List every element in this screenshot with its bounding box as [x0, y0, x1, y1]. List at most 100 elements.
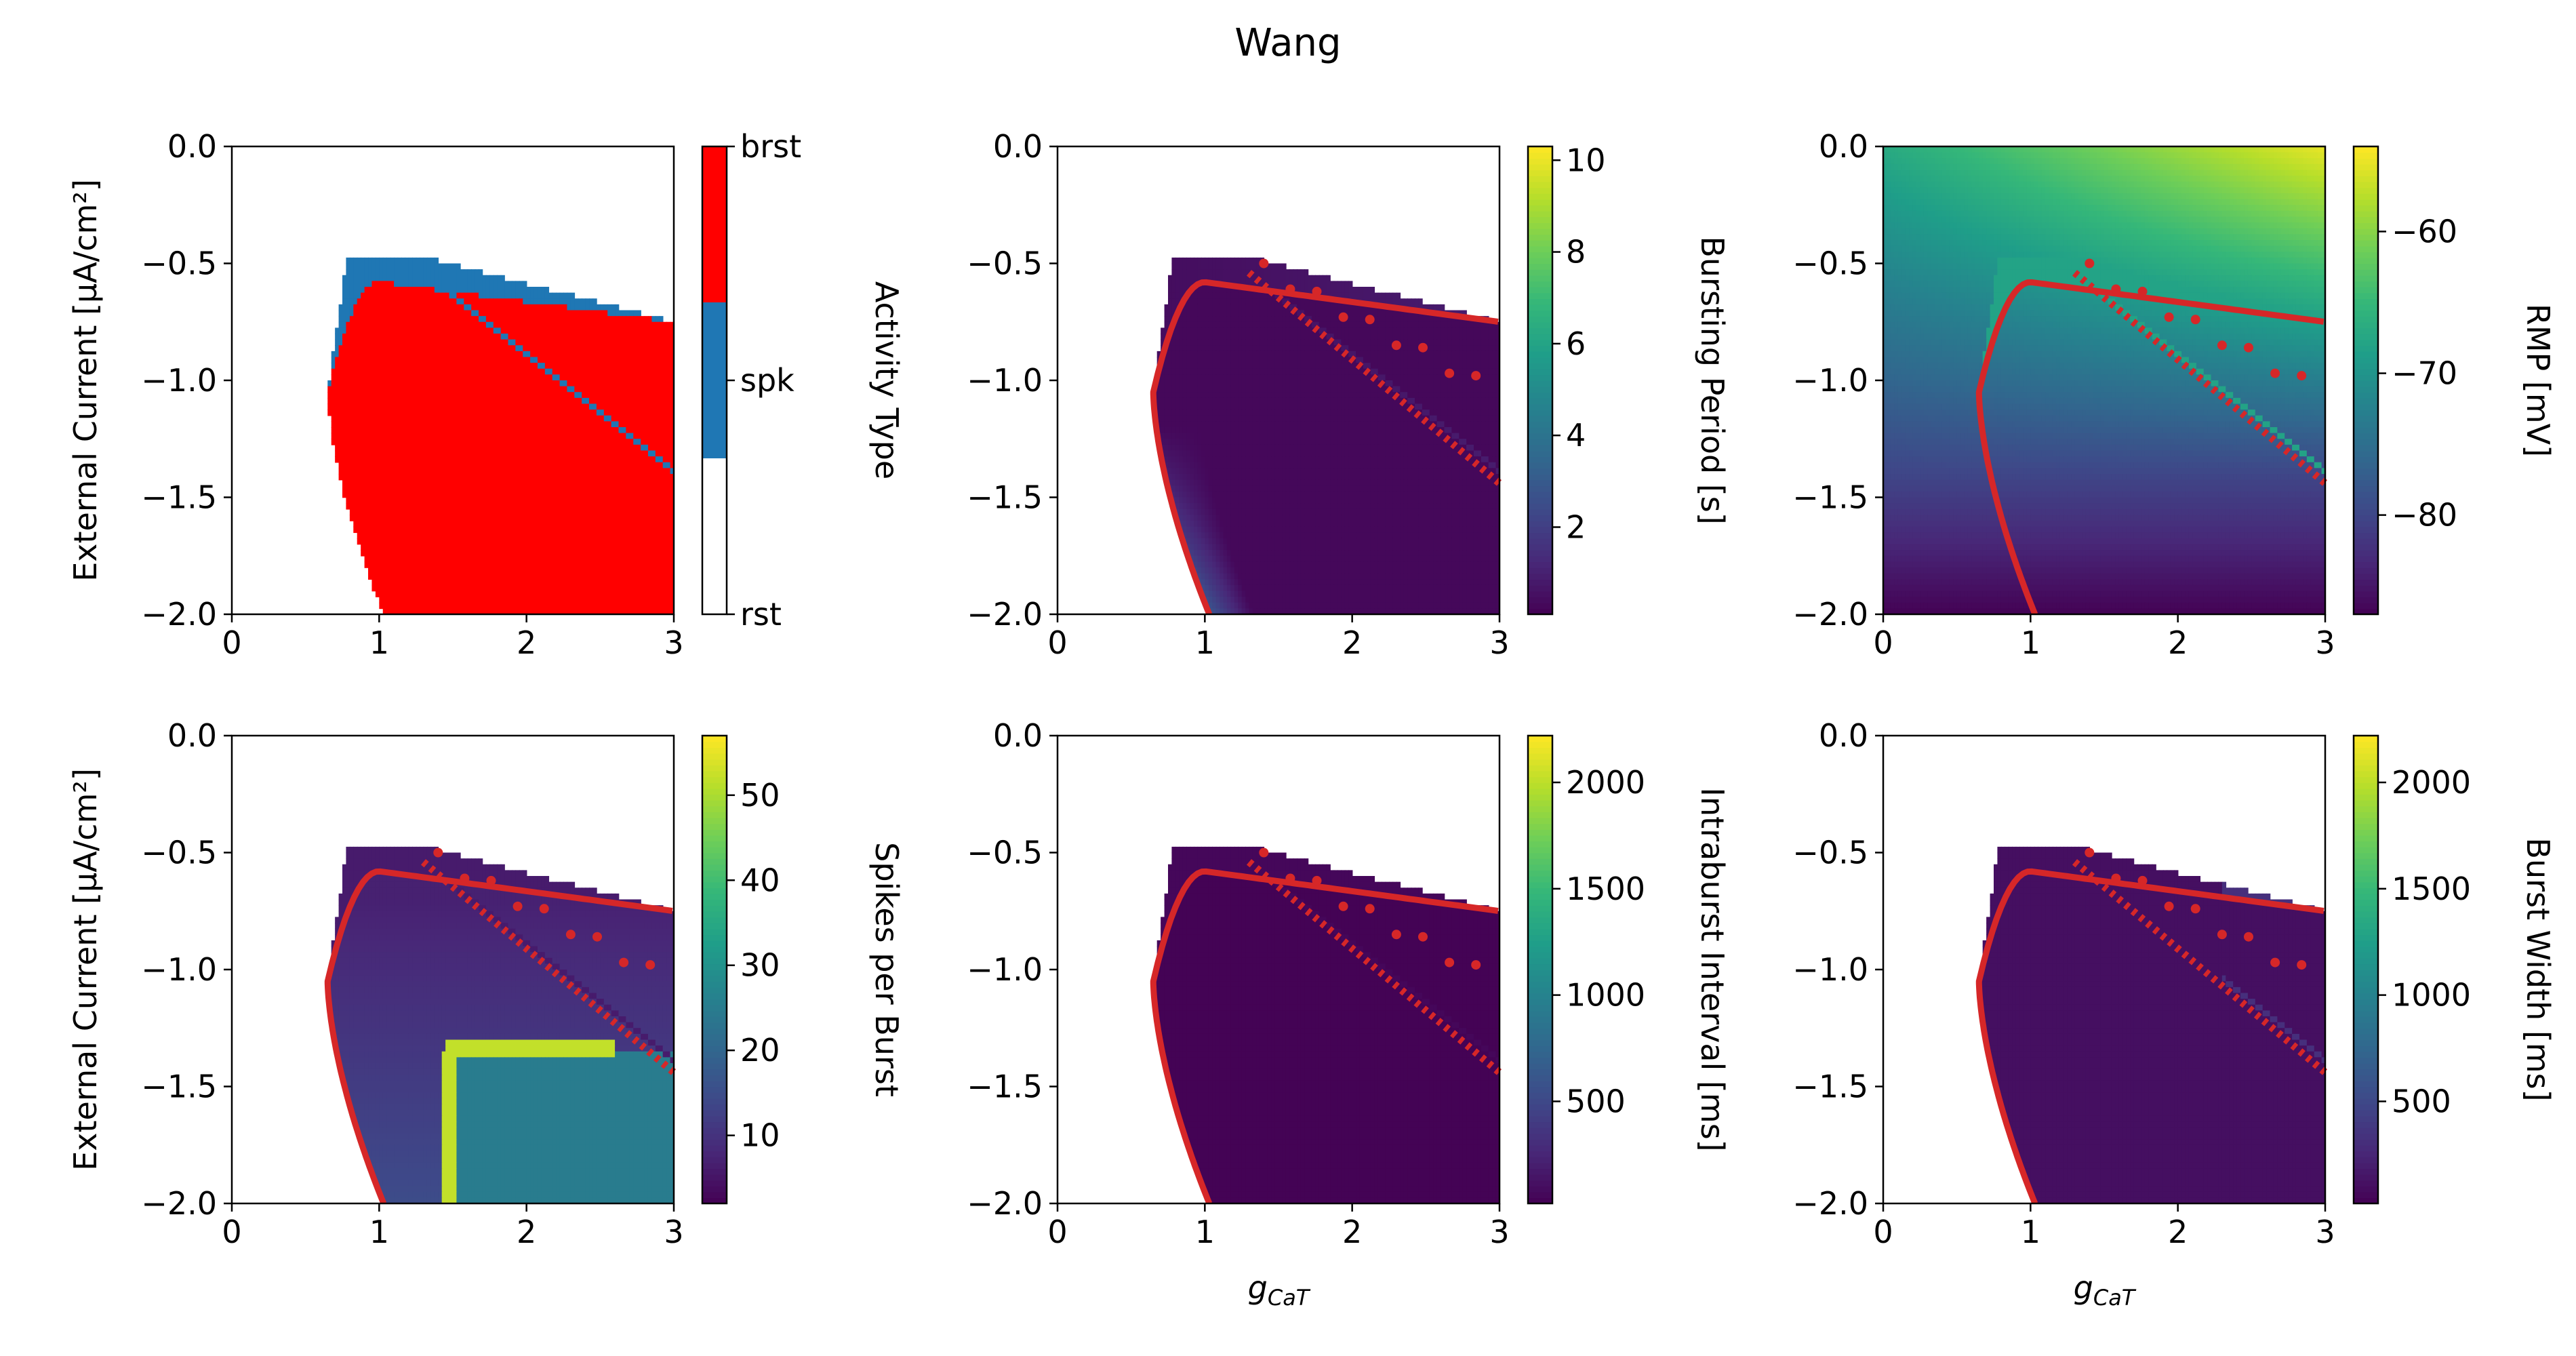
heatmap-cell	[412, 462, 417, 469]
heatmap-cell	[618, 503, 623, 510]
heatmap-cell	[485, 386, 491, 393]
heatmap-cell	[485, 584, 491, 592]
heatmap-cell	[485, 573, 491, 580]
heatmap-cell	[357, 521, 361, 527]
heatmap-cell	[479, 298, 483, 305]
heatmap-cell	[453, 433, 458, 440]
heatmap-cell	[556, 415, 561, 422]
heatmap-cell	[485, 316, 491, 323]
heatmap-cell	[426, 392, 432, 399]
heatmap-cell	[626, 485, 630, 492]
heatmap-cell	[397, 316, 402, 323]
heatmap-cell	[622, 310, 627, 317]
heatmap-cell	[615, 304, 620, 311]
heatmap-cell	[647, 485, 653, 492]
heatmap-cell	[456, 503, 461, 510]
heatmap-cell	[397, 339, 402, 346]
heatmap-cell	[574, 462, 579, 469]
heatmap-cell	[405, 544, 409, 551]
heatmap-cell	[615, 327, 620, 334]
heatmap-cell	[615, 380, 620, 387]
heatmap-cell	[394, 334, 399, 340]
heatmap-cell	[349, 275, 355, 282]
heatmap-cell	[526, 368, 531, 376]
heatmap-cell	[405, 579, 409, 586]
heatmap-cell	[485, 392, 491, 399]
heatmap-cell	[434, 433, 439, 440]
heatmap-cell	[629, 555, 635, 563]
heatmap-cell	[666, 392, 671, 399]
heatmap-cell	[544, 386, 550, 393]
heatmap-cell	[412, 550, 417, 557]
heatmap-cell	[662, 392, 667, 399]
heatmap-cell	[371, 584, 376, 592]
heatmap-cell	[438, 456, 443, 463]
heatmap-cell	[397, 433, 402, 440]
heatmap-cell	[651, 327, 656, 334]
heatmap-cell	[453, 497, 458, 504]
heatmap-cell	[479, 497, 483, 504]
heatmap-cell	[364, 327, 369, 334]
heatmap-cell	[592, 584, 597, 592]
heatmap-cell	[353, 292, 358, 300]
heatmap-cell	[537, 345, 542, 352]
heatmap-cell	[629, 421, 635, 428]
heatmap-cell	[438, 485, 443, 492]
heatmap-cell	[559, 421, 564, 428]
heatmap-cell	[618, 561, 623, 568]
heatmap-cell	[449, 497, 454, 504]
heatmap-cell	[508, 287, 512, 294]
heatmap-cell	[430, 345, 435, 352]
heatmap-cell	[530, 450, 535, 457]
heatmap-cell	[659, 462, 664, 469]
heatmap-cell	[434, 491, 439, 498]
heatmap-cell	[426, 421, 432, 428]
heatmap-cell	[430, 561, 435, 568]
heatmap-cell	[464, 561, 468, 568]
heatmap-cell	[482, 468, 487, 475]
heatmap-cell	[537, 602, 542, 610]
heatmap-cell	[611, 491, 616, 498]
heatmap-cell	[456, 304, 461, 311]
heatmap-cell	[523, 538, 527, 545]
heatmap-cell	[647, 468, 653, 475]
heatmap-cell	[644, 497, 649, 504]
heatmap-cell	[371, 485, 376, 492]
heatmap-cell	[375, 515, 380, 521]
heatmap-cell	[563, 410, 568, 416]
heatmap-cell	[335, 403, 340, 410]
heatmap-cell	[460, 351, 465, 358]
heatmap-cell	[426, 287, 432, 294]
heatmap-cell	[479, 561, 483, 568]
heatmap-cell	[493, 474, 498, 481]
heatmap-cell	[548, 474, 553, 481]
heatmap-cell	[405, 410, 409, 416]
heatmap-cell	[611, 351, 616, 358]
heatmap-cell	[471, 579, 476, 586]
heatmap-cell	[641, 444, 645, 452]
heatmap-cell	[570, 410, 576, 416]
heatmap-cell	[364, 427, 369, 434]
heatmap-cell	[441, 491, 446, 498]
heatmap-cell	[563, 316, 568, 323]
heatmap-cell	[641, 462, 645, 469]
heatmap-cell	[485, 397, 491, 405]
heatmap-cell	[430, 397, 435, 405]
heatmap-cell	[647, 602, 653, 610]
heatmap-cell	[346, 427, 350, 434]
heatmap-cell	[659, 584, 664, 592]
heatmap-cell	[456, 339, 461, 346]
heatmap-cell	[574, 304, 579, 311]
heatmap-cell	[342, 310, 347, 317]
heatmap-cell	[585, 392, 590, 399]
heatmap-cell	[578, 316, 582, 323]
heatmap-cell	[570, 298, 576, 305]
heatmap-cell	[364, 310, 369, 317]
heatmap-cell	[523, 597, 527, 603]
heatmap-cell	[534, 345, 538, 352]
heatmap-cell	[379, 444, 384, 452]
heatmap-cell	[552, 357, 557, 363]
heatmap-cell	[445, 532, 450, 539]
heatmap-cell	[390, 427, 395, 434]
heatmap-cell	[655, 444, 660, 452]
